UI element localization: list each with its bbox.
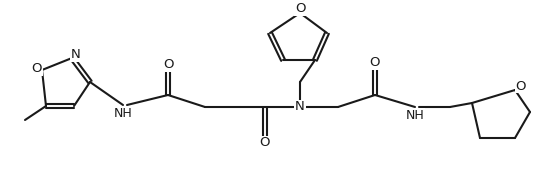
Text: O: O	[516, 79, 526, 93]
Text: O: O	[370, 56, 380, 70]
Text: NH: NH	[406, 109, 425, 122]
Text: N: N	[295, 100, 305, 114]
Text: NH: NH	[114, 107, 133, 120]
Text: O: O	[260, 137, 270, 149]
Text: O: O	[163, 59, 173, 72]
Text: N: N	[71, 49, 81, 61]
Text: O: O	[295, 3, 305, 15]
Text: O: O	[32, 63, 42, 75]
